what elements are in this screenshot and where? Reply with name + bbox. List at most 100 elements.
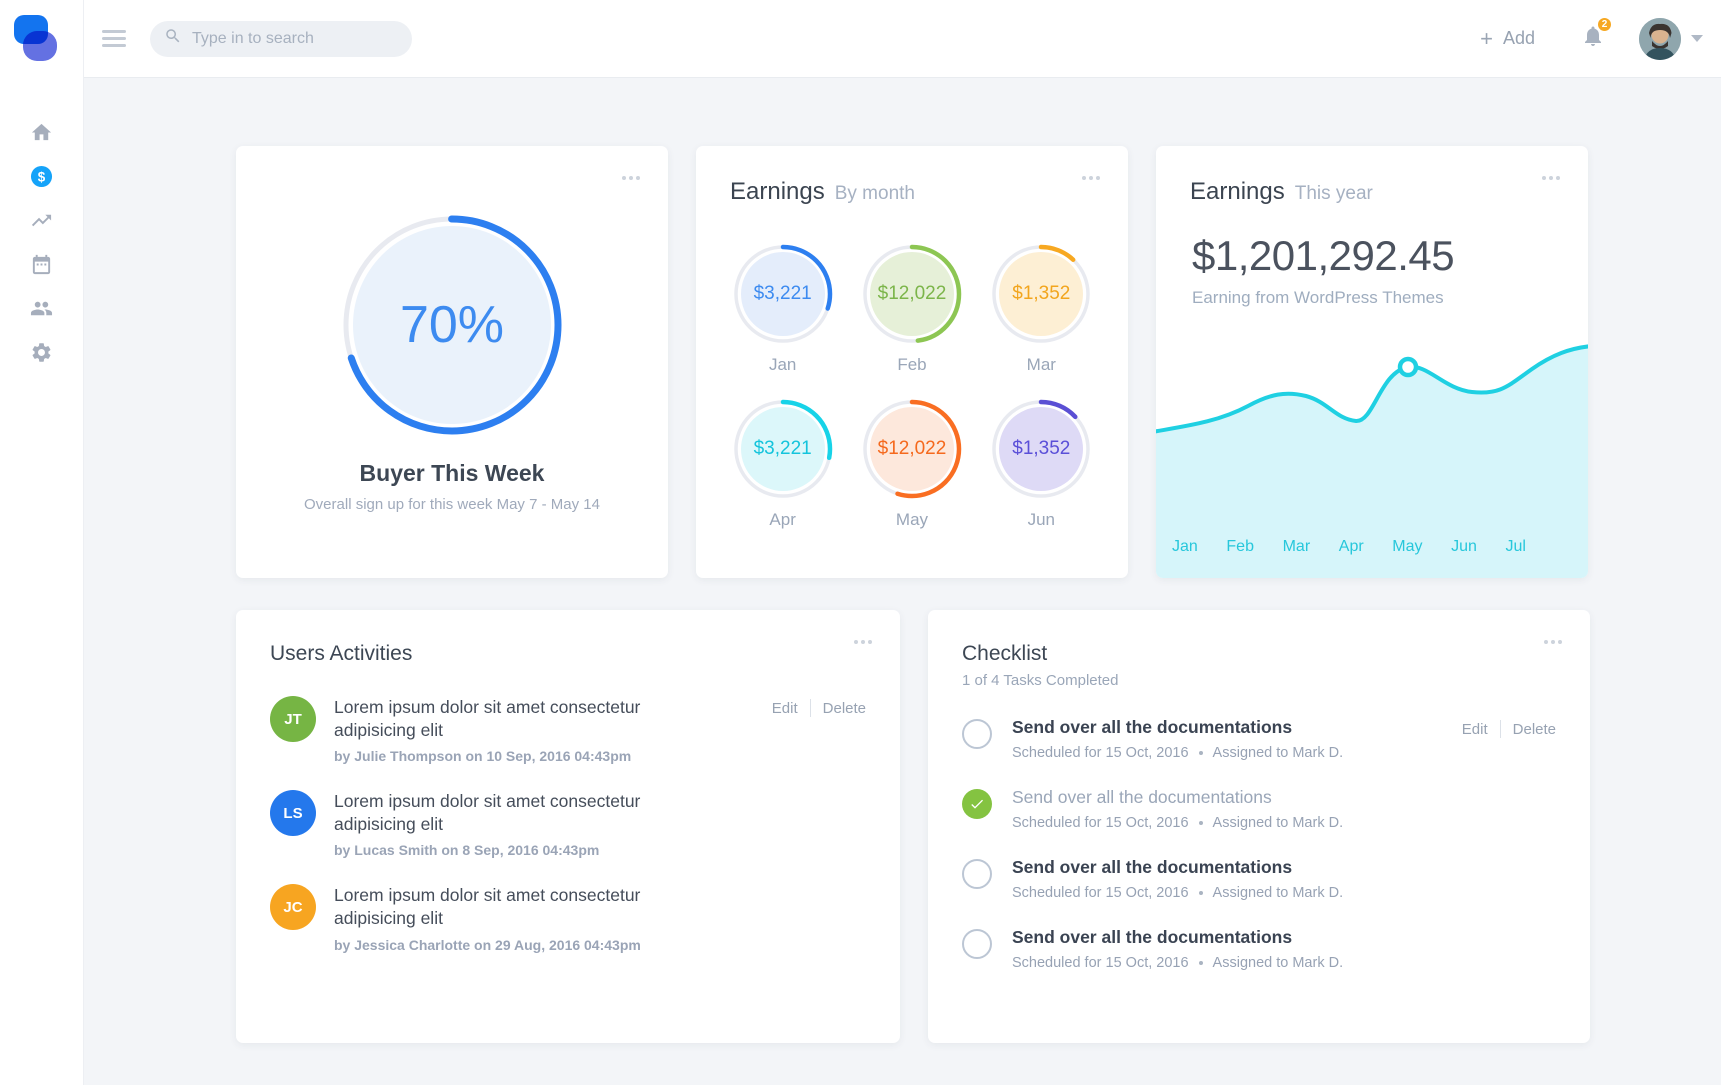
month-value: $1,352 xyxy=(1012,283,1071,304)
task-scheduled: Scheduled for 15 Oct, 2016 xyxy=(1012,745,1189,761)
trends-icon xyxy=(30,209,53,237)
x-label: May xyxy=(1392,538,1423,555)
card-menu-ellipsis-icon[interactable] xyxy=(854,640,872,644)
checklist-card: Checklist 1 of 4 Tasks Completed Send ov… xyxy=(928,610,1590,1043)
bottom-card-row: Users Activities JT Lorem ipsum dolor si… xyxy=(236,610,1721,1043)
month-donut-feb: $12,022 Feb xyxy=(862,244,962,375)
month-donut-jun: $1,352 Jun xyxy=(991,399,1091,530)
bullet-icon xyxy=(1198,961,1203,965)
notification-badge: 2 xyxy=(1596,16,1613,33)
earnings-total-caption: Earning from WordPress Themes xyxy=(1192,288,1444,307)
menu-toggle-icon[interactable] xyxy=(102,26,126,51)
task-assigned: Assigned to Mark D. xyxy=(1212,815,1344,831)
month-label: Jun xyxy=(1027,510,1056,529)
chart-marker xyxy=(1397,356,1419,378)
card-menu-ellipsis-icon[interactable] xyxy=(1544,640,1562,644)
delete-button[interactable]: Delete xyxy=(822,699,866,717)
task-title: Send over all the documentations xyxy=(1012,927,1293,947)
earnings-month-title: Earnings xyxy=(730,178,825,205)
x-label: Apr xyxy=(1338,538,1364,555)
sidebar-item-users[interactable] xyxy=(20,289,64,333)
search-input[interactable] xyxy=(192,29,399,48)
logo-shape-bottom xyxy=(23,31,57,61)
earnings-year-subtitle: This year xyxy=(1294,183,1373,204)
calendar-icon xyxy=(30,253,53,281)
bullet-icon xyxy=(1198,821,1203,825)
notifications-button[interactable]: 2 xyxy=(1581,16,1613,53)
search-bar xyxy=(150,20,412,57)
task-assigned: Assigned to Mark D. xyxy=(1212,885,1344,901)
plus-icon: + xyxy=(1480,25,1493,51)
add-button[interactable]: + Add xyxy=(1480,26,1535,52)
sidebar-item-earnings[interactable]: $ xyxy=(20,157,64,201)
edit-button[interactable]: Edit xyxy=(1461,720,1488,738)
activities-title: Users Activities xyxy=(270,642,413,665)
checkbox[interactable] xyxy=(962,719,992,749)
activity-meta: by Jessica Charlotte on 29 Aug, 2016 04:… xyxy=(334,936,641,953)
card-menu-ellipsis-icon[interactable] xyxy=(1082,176,1100,180)
task-scheduled: Scheduled for 15 Oct, 2016 xyxy=(1012,955,1189,971)
card-menu-ellipsis-icon[interactable] xyxy=(622,176,640,180)
checklist-row: Send over all the documentations Schedul… xyxy=(928,787,1590,831)
task-title: Send over all the documentations xyxy=(1012,717,1293,737)
activity-avatar: JT xyxy=(270,696,316,742)
user-avatar[interactable] xyxy=(1639,17,1681,60)
row-actions: Edit Delete xyxy=(1462,720,1556,738)
row-actions: Edit Delete xyxy=(772,699,866,717)
sidebar-item-calendar[interactable] xyxy=(20,245,64,289)
card-menu-ellipsis-icon[interactable] xyxy=(1542,176,1560,180)
task-assigned: Assigned to Mark D. xyxy=(1212,955,1344,971)
sidebar-item-home[interactable] xyxy=(20,113,64,157)
divider xyxy=(1499,720,1501,738)
activity-row: JT Lorem ipsum dolor sit amet consectetu… xyxy=(236,696,900,764)
bell-icon xyxy=(1581,26,1605,52)
users-activities-card: Users Activities JT Lorem ipsum dolor si… xyxy=(236,610,900,1043)
chevron-down-icon[interactable] xyxy=(1691,35,1703,42)
divider xyxy=(809,699,811,717)
buyer-percent-value: 70% xyxy=(399,296,505,354)
bullet-icon xyxy=(1198,891,1203,895)
x-label: Mar xyxy=(1282,538,1311,555)
buyer-progress-donut: 70% xyxy=(339,212,565,438)
x-label: Jul xyxy=(1505,538,1526,555)
sidebar-item-settings[interactable] xyxy=(20,333,64,377)
checkbox[interactable] xyxy=(962,929,992,959)
main-content: 70% Buyer This Week Overall sign up for … xyxy=(84,78,1721,1085)
month-donut-grid: $3,221 Jan $12,022 Feb xyxy=(696,244,1128,530)
task-title: Send over all the documentations xyxy=(1012,787,1272,807)
buyer-this-week-card: 70% Buyer This Week Overall sign up for … xyxy=(236,146,668,578)
task-scheduled: Scheduled for 15 Oct, 2016 xyxy=(1012,815,1189,831)
checkbox[interactable] xyxy=(962,859,992,889)
checklist-progress-text: 1 of 4 Tasks Completed xyxy=(962,672,1119,689)
activity-row: LS Lorem ipsum dolor sit amet consectetu… xyxy=(236,790,900,858)
delete-button[interactable]: Delete xyxy=(1512,720,1556,738)
buyer-card-subtitle: Overall sign up for this week May 7 - Ma… xyxy=(304,496,600,513)
month-donut-may: $12,022 May xyxy=(862,399,962,530)
earnings-icon: $ xyxy=(30,165,53,193)
checklist-row: Send over all the documentations Schedul… xyxy=(928,857,1590,901)
month-value: $3,221 xyxy=(753,438,812,459)
area-chart-x-labels: Jan Feb Mar Apr May Jun Jul xyxy=(1156,538,1588,556)
earnings-year-title: Earnings xyxy=(1190,178,1285,205)
checkbox-checked[interactable] xyxy=(962,789,992,819)
earnings-total-amount: $1,201,292.45 xyxy=(1192,232,1455,279)
users-icon xyxy=(30,297,53,325)
month-value: $12,022 xyxy=(877,438,947,459)
month-label: May xyxy=(895,510,929,529)
sidebar-item-trends[interactable] xyxy=(20,201,64,245)
task-scheduled: Scheduled for 15 Oct, 2016 xyxy=(1012,885,1189,901)
bullet-icon xyxy=(1198,751,1203,755)
home-icon xyxy=(30,121,53,149)
earnings-month-subtitle: By month xyxy=(834,183,915,204)
activity-meta: by Lucas Smith on 8 Sep, 2016 04:43pm xyxy=(334,842,600,859)
activity-avatar: JC xyxy=(270,884,316,931)
top-card-row: 70% Buyer This Week Overall sign up for … xyxy=(236,146,1721,578)
x-label: Jun xyxy=(1451,538,1477,555)
buyer-card-title: Buyer This Week xyxy=(359,460,545,486)
earnings-by-month-card: Earnings By month $3,221 Jan xyxy=(696,146,1128,578)
month-donut-jan: $3,221 Jan xyxy=(733,244,833,375)
edit-button[interactable]: Edit xyxy=(771,699,798,717)
activity-text: Lorem ipsum dolor sit amet consectetur a… xyxy=(334,697,641,741)
search-icon xyxy=(164,27,182,50)
app-logo[interactable] xyxy=(14,15,64,65)
